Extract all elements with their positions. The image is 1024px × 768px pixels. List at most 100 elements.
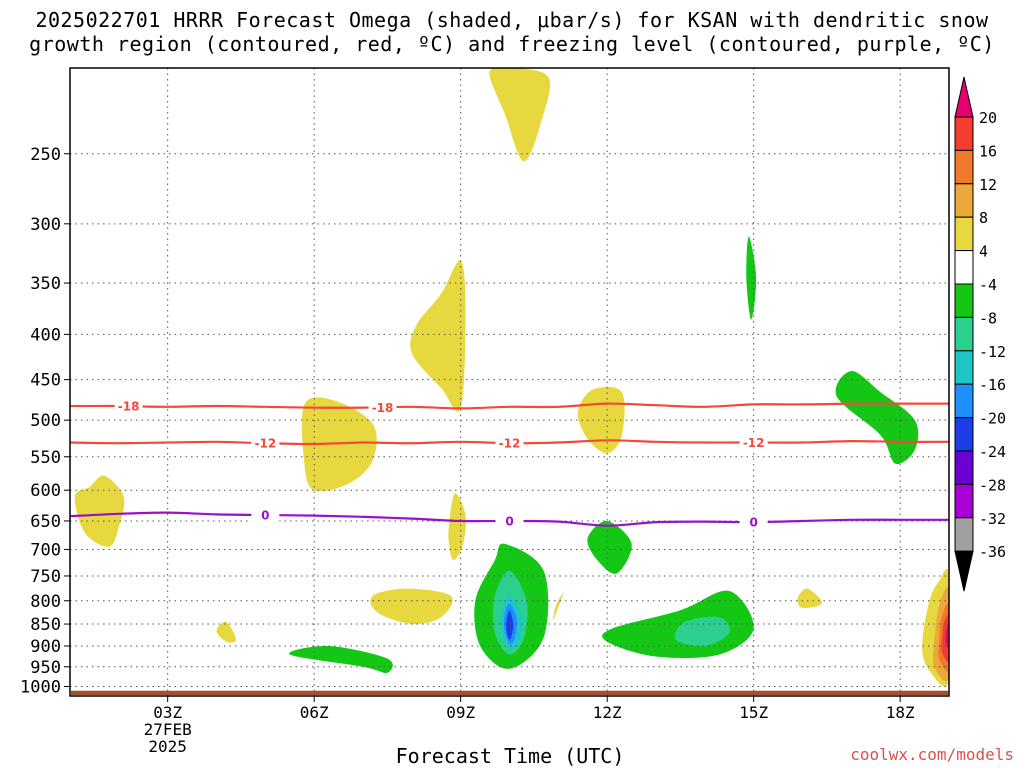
omega-region: [945, 624, 949, 649]
temperature-contours: -18 -18 -12 -12 -12 0 0 0: [69, 398, 950, 531]
colorbar-segment: [954, 517, 974, 552]
omega-region: [506, 610, 514, 640]
omega-region: [74, 475, 125, 547]
omega-region: [674, 616, 730, 647]
colorbar-segment: [954, 116, 974, 151]
contour-label: -18: [372, 401, 394, 415]
colorbar-label: 4: [979, 243, 988, 261]
x-date-label: 2025: [148, 737, 187, 756]
contour-label: 0: [749, 516, 757, 530]
contour-label-bg: [495, 435, 524, 452]
y-tick-label: 350: [30, 274, 61, 294]
colorbar-segment: [954, 350, 974, 385]
colorbar-label: -20: [979, 410, 1006, 428]
contour-label-bg: [368, 399, 397, 416]
colorbar-segment: [954, 250, 974, 285]
chart-title-line-1: 2025022701 HRRR Forecast Omega (shaded, …: [35, 8, 989, 32]
omega-region: [587, 520, 632, 574]
x-tick-label: 12Z: [593, 703, 622, 722]
y-tick-label: 550: [30, 448, 61, 468]
contour-line: [69, 402, 949, 410]
y-tick-label: 1000: [20, 678, 61, 698]
plot-frame: [69, 67, 950, 697]
chart-title-line-2: growth region (contoured, red, ºC) and f…: [29, 32, 995, 56]
omega-region: [216, 621, 236, 643]
y-tick-label: 950: [30, 658, 61, 678]
colorbar-label: 8: [979, 209, 988, 227]
omega-region: [489, 68, 551, 162]
colorbar-cap-top: [954, 76, 974, 118]
y-tick-label: 700: [30, 540, 61, 560]
colorbar-label: -36: [979, 543, 1006, 561]
y-tick-label: 400: [30, 325, 61, 345]
x-tick-label: 03Z: [153, 703, 182, 722]
omega-shading: [74, 68, 949, 687]
colorbar-segment: [954, 483, 974, 519]
x-tick-label: 18Z: [886, 703, 915, 722]
y-tick-label: 800: [30, 592, 61, 612]
contour-label-bg: [739, 434, 768, 451]
contour-label-bg: [495, 512, 524, 529]
x-date-label: 27FEB: [144, 720, 192, 739]
y-tick-label: 300: [30, 215, 61, 235]
y-tick-label: 250: [30, 145, 61, 165]
colorbar-label: 12: [979, 176, 997, 194]
colorbar-segment: [954, 383, 974, 419]
omega-region: [553, 593, 564, 620]
x-axis-title: Forecast Time (UTC): [395, 744, 625, 768]
y-tick-label: 850: [30, 615, 61, 635]
contour-label-bg: [739, 514, 768, 531]
colorbar-label: -8: [979, 309, 997, 327]
y-tick-label: 450: [30, 371, 61, 391]
colorbar-segment: [954, 183, 974, 218]
y-tick-label: 500: [30, 411, 61, 431]
colorbar-segment: [954, 450, 974, 485]
omega-region: [746, 236, 757, 320]
y-tick-label: 900: [30, 637, 61, 657]
colorbar-label: -24: [979, 443, 1006, 461]
contour-label: 0: [261, 509, 269, 523]
contour-label: 0: [505, 514, 513, 528]
terrain-band: [71, 690, 948, 695]
colorbar-label: -32: [979, 510, 1006, 528]
credit-link[interactable]: coolwx.com/models: [850, 745, 1014, 764]
contour-label-bg: [251, 435, 280, 452]
omega-region: [289, 645, 393, 674]
omega-region: [410, 260, 466, 412]
contour-label: -18: [118, 400, 140, 414]
colorbar-segment: [954, 149, 974, 185]
colorbar-segment: [954, 316, 974, 352]
colorbar-label: 16: [979, 142, 997, 160]
omega-region: [577, 386, 625, 454]
contour-label: -12: [743, 436, 765, 450]
y-axis: 2503003504004505005506006507007508008509…: [20, 145, 70, 698]
x-tick-label: 09Z: [446, 703, 475, 722]
colorbar-segment: [954, 216, 974, 252]
omega-region: [448, 493, 466, 561]
contour-label-bg: [114, 398, 143, 415]
colorbar: 20 16 12 8 4 -4 -8 -12 -16 -20 -24 -28 -32 -36: [954, 76, 1006, 592]
omega-region: [370, 588, 453, 625]
y-tick-label: 650: [30, 512, 61, 532]
colorbar-label: -16: [979, 376, 1006, 394]
omega-region: [941, 614, 949, 663]
y-tick-label: 750: [30, 567, 61, 587]
colorbar-label: -28: [979, 476, 1006, 494]
y-tick-label: 600: [30, 481, 61, 501]
omega-region: [835, 370, 919, 465]
colorbar-segment: [954, 283, 974, 318]
x-tick-label: 15Z: [739, 703, 768, 722]
colorbar-cap-bottom: [954, 550, 974, 592]
colorbar-label: -12: [979, 343, 1006, 361]
terrain-fill: [71, 690, 948, 695]
contour-label-bg: [251, 507, 280, 524]
contour-label: -12: [254, 437, 276, 451]
x-tick-label: 06Z: [300, 703, 329, 722]
omega-region: [797, 588, 823, 609]
contour-label: -12: [499, 437, 521, 451]
colorbar-segment: [954, 417, 974, 452]
colorbar-label: 20: [979, 109, 997, 127]
colorbar-label: -4: [979, 276, 997, 294]
